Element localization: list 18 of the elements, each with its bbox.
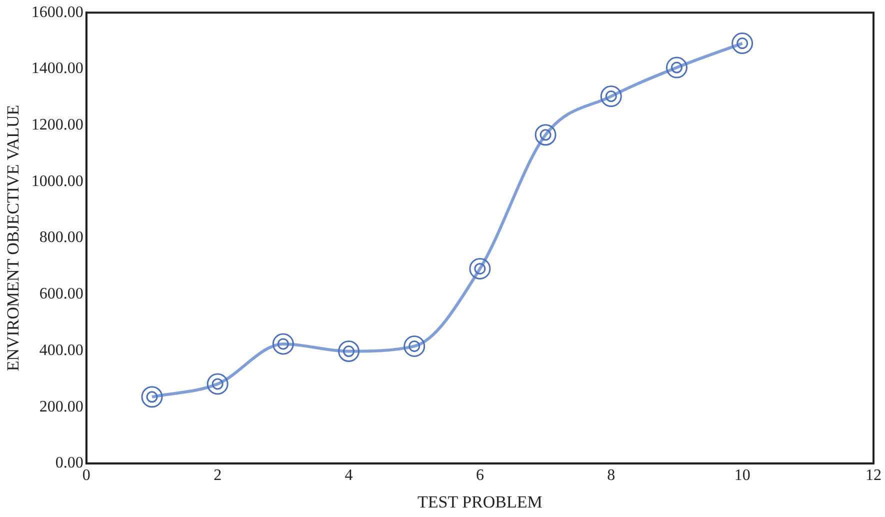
x-tick-label: 2 (214, 467, 222, 484)
x-tick-label: 6 (476, 467, 484, 484)
y-tick-label: 800.00 (39, 229, 84, 246)
y-tick-label: 0.00 (55, 454, 84, 472)
y-tick-label: 1200.00 (31, 116, 84, 134)
x-axis-title: TEST PROBLEM (418, 492, 542, 512)
y-tick-label: 400.00 (39, 342, 84, 359)
x-tick-label: 12 (866, 467, 882, 484)
y-tick-label: 600.00 (39, 286, 84, 303)
x-tick-label: 8 (607, 467, 616, 484)
x-tick-label: 4 (344, 467, 353, 484)
y-axis-title: ENVIROMENT OBJECTIVE VALUE (4, 104, 23, 372)
x-tick-label: 0 (82, 467, 90, 484)
y-tick-label: 1600.00 (31, 4, 84, 21)
y-tick-label: 1000.00 (31, 172, 84, 190)
x-tick-label: 10 (734, 467, 750, 484)
y-tick-label: 200.00 (39, 398, 84, 416)
y-tick-label: 1400.00 (31, 60, 84, 78)
